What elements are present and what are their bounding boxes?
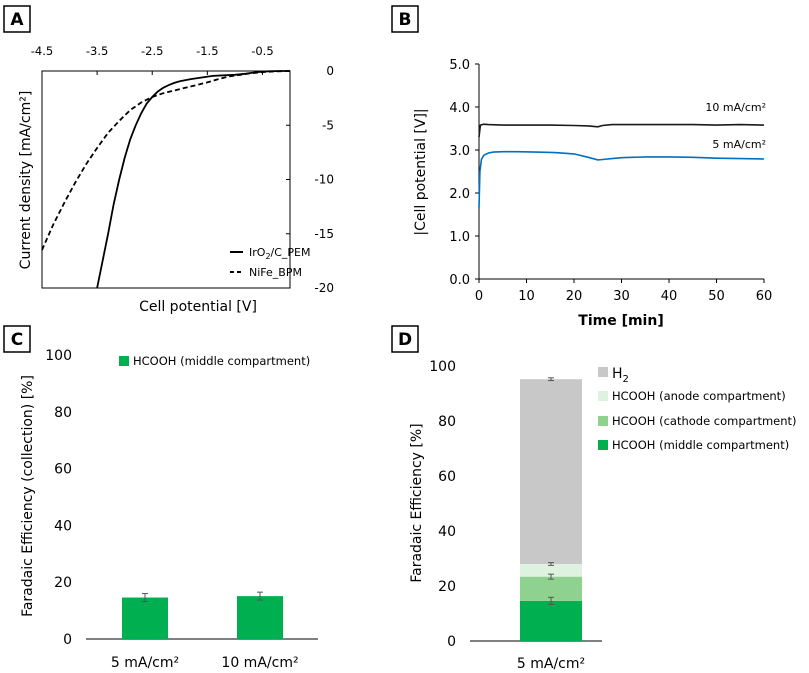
series-line-10ma bbox=[478, 123, 765, 138]
y-tick-label: -20 bbox=[314, 281, 334, 295]
panel-b-y-axis-label: |Cell potential [V]| bbox=[413, 108, 429, 235]
y-tick-label: 1.0 bbox=[449, 230, 470, 245]
legend-swatch-anode bbox=[598, 391, 608, 401]
x-tick-label: -4.5 bbox=[31, 44, 53, 58]
y-tick-label: -5 bbox=[322, 118, 334, 132]
panel-b-y-ticks: 0.0 1.0 2.0 3.0 4.0 5.0 bbox=[449, 58, 479, 288]
legend-label-anode: HCOOH (anode compartment) bbox=[612, 389, 786, 403]
y-tick-label: -10 bbox=[314, 173, 334, 187]
panel-d-bars bbox=[520, 377, 582, 641]
panel-a-series bbox=[41, 70, 291, 289]
x-tick-label: -0.5 bbox=[251, 44, 273, 58]
panel-d-label-box bbox=[391, 325, 419, 353]
panel-a-x-axis-label: Cell potential [V] bbox=[139, 299, 257, 315]
panel-a-label-box bbox=[3, 5, 31, 33]
panel-a-x-ticks: -4.5 -3.5 -2.5 -1.5 -0.5 bbox=[31, 44, 274, 75]
panel-d-y-axis-label: Faradaic Efficiency [%] bbox=[409, 423, 425, 582]
y-tick-label: 0.0 bbox=[449, 273, 470, 288]
x-tick-label: 30 bbox=[613, 289, 630, 304]
panel-a-y-axis-label: Current density [mA/cm²] bbox=[18, 91, 34, 270]
y-tick-label: 4.0 bbox=[449, 101, 470, 116]
panel-c-label-box bbox=[3, 325, 31, 353]
legend-swatch-middle bbox=[119, 356, 129, 366]
x-tick-label: -3.5 bbox=[86, 44, 108, 58]
panel-c-y-axis-label: Faradaic Efficiency (collection) [%] bbox=[20, 375, 36, 617]
legend-swatch-cathode bbox=[598, 416, 608, 426]
panel-a-legend: IrO2/C_PEM NiFe_BPM bbox=[230, 246, 311, 279]
panel-b: B 0 10 20 30 40 50 60 0.0 1.0 2.0 3.0 4.0 5.0 |Cell… bbox=[391, 5, 772, 329]
panel-b-label-box bbox=[391, 5, 419, 33]
panel-c-letter: C bbox=[11, 330, 23, 350]
legend-label-middle-d: HCOOH (middle compartment) bbox=[612, 438, 789, 452]
legend-swatch-h2 bbox=[598, 367, 608, 377]
panel-d-letter: D bbox=[398, 330, 412, 350]
bar-segment-middle bbox=[520, 600, 582, 641]
y-tick-label: 100 bbox=[45, 348, 72, 364]
y-tick-label: 80 bbox=[54, 405, 72, 421]
y-tick-label: 100 bbox=[429, 359, 456, 375]
panel-b-letter: B bbox=[399, 10, 412, 30]
x-tick-label: -2.5 bbox=[141, 44, 163, 58]
y-tick-label: 0 bbox=[447, 634, 456, 650]
panel-b-x-axis-label: Time [min] bbox=[578, 313, 663, 329]
y-tick-label: 0 bbox=[326, 64, 334, 78]
legend-label-iro2: IrO2/C_PEM bbox=[249, 246, 311, 261]
panel-d-categories: 5 mA/cm² bbox=[517, 656, 585, 672]
y-tick-label: 2.0 bbox=[449, 187, 470, 202]
y-tick-label: 20 bbox=[54, 575, 72, 591]
legend-swatch-middle-d bbox=[598, 440, 608, 450]
y-tick-label: -15 bbox=[314, 227, 334, 241]
x-tick-label: 20 bbox=[566, 289, 583, 304]
category-label: 5 mA/cm² bbox=[517, 656, 585, 672]
category-label: 10 mA/cm² bbox=[221, 655, 298, 671]
panel-b-series-label-5: 5 mA/cm² bbox=[712, 138, 766, 151]
x-tick-label: 60 bbox=[756, 289, 773, 304]
series-line-5ma bbox=[478, 150, 765, 209]
panel-c-categories: 5 mA/cm² 10 mA/cm² bbox=[111, 655, 299, 671]
x-tick-label: 10 bbox=[518, 289, 535, 304]
y-tick-label: 5.0 bbox=[449, 58, 470, 73]
panel-c: C 0 20 40 60 80 100 5 mA/cm² 10 mA/cm² Faradai… bbox=[3, 325, 318, 671]
y-tick-label: 60 bbox=[438, 469, 456, 485]
panel-a-letter: A bbox=[10, 10, 24, 30]
panel-b-series bbox=[478, 123, 765, 209]
legend-label-h2: H2 bbox=[612, 366, 629, 385]
panel-d: D 0 20 40 60 80 100 5 mA/cm² Faradaic Efficie… bbox=[391, 325, 797, 672]
legend-label-nife: NiFe_BPM bbox=[249, 266, 302, 279]
y-tick-label: 60 bbox=[54, 462, 72, 478]
legend-label-middle: HCOOH (middle compartment) bbox=[133, 354, 310, 368]
category-label: 5 mA/cm² bbox=[111, 655, 179, 671]
panel-c-legend: HCOOH (middle compartment) bbox=[119, 354, 310, 368]
bar bbox=[122, 597, 168, 639]
x-tick-label: 40 bbox=[661, 289, 678, 304]
panel-b-x-ticks: 0 10 20 30 40 50 60 bbox=[475, 279, 772, 304]
y-tick-label: 0 bbox=[63, 632, 72, 648]
bar-segment-anode bbox=[520, 564, 582, 577]
bar-segment-h2 bbox=[520, 379, 582, 564]
x-tick-label: 0 bbox=[475, 289, 483, 304]
panel-a: A -4.5 -3.5 -2.5 -1.5 -0.5 0 -5 -10 -15 -20 Curr… bbox=[3, 5, 334, 315]
x-tick-label: -1.5 bbox=[196, 44, 218, 58]
panel-d-legend: H2 HCOOH (anode compartment) HCOOH (cath… bbox=[598, 366, 797, 452]
series-line-nife-bpm bbox=[41, 70, 291, 251]
y-tick-label: 20 bbox=[438, 579, 456, 595]
bar bbox=[237, 596, 283, 639]
y-tick-label: 3.0 bbox=[449, 144, 470, 159]
panel-c-bars bbox=[122, 591, 283, 639]
x-tick-label: 50 bbox=[708, 289, 725, 304]
panel-d-y-ticks: 0 20 40 60 80 100 bbox=[429, 359, 456, 650]
panel-b-series-label-10: 10 mA/cm² bbox=[705, 101, 766, 114]
series-line-iro2-pem bbox=[96, 70, 290, 289]
y-tick-label: 80 bbox=[438, 414, 456, 430]
y-tick-label: 40 bbox=[54, 518, 72, 534]
legend-label-cathode: HCOOH (cathode compartment) bbox=[612, 414, 797, 428]
panel-a-y-ticks: 0 -5 -10 -15 -20 bbox=[286, 64, 334, 295]
panel-c-y-ticks: 0 20 40 60 80 100 bbox=[45, 348, 72, 648]
y-tick-label: 40 bbox=[438, 524, 456, 540]
